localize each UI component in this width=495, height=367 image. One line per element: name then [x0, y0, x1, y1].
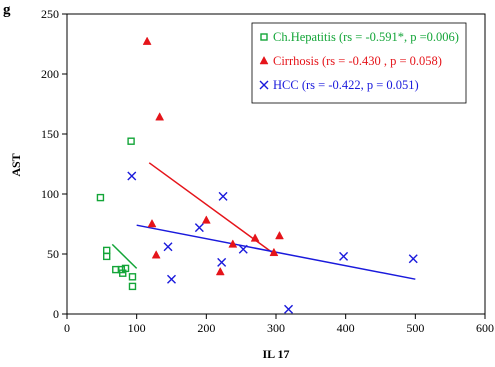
legend-marker [260, 33, 268, 41]
y-tick-label: 0 [53, 307, 59, 321]
data-point-series-2 [238, 244, 248, 254]
legend: Ch.Hepatitis (rs = -0.591*, p =0.006) Cir… [251, 22, 467, 104]
data-point-series-0 [121, 264, 130, 273]
x-tick-label: 300 [267, 321, 285, 335]
data-point-series-2 [163, 242, 173, 252]
legend-label: Cirrhosis (rs = -0.430 , p = 0.058) [273, 54, 442, 68]
data-point-series-0 [128, 282, 137, 291]
chart-title: g [3, 2, 11, 18]
x-axis-label: IL 17 [262, 347, 289, 361]
data-point-series-1 [151, 250, 161, 259]
data-point-series-2 [284, 304, 294, 314]
data-point-series-0 [96, 193, 105, 202]
axes: 0 100 200 300 400 500 600 0 50 100 150 200 250 [41, 7, 494, 335]
legend-label: HCC (rs = -0.422, p = 0.051) [273, 78, 419, 92]
legend-box [251, 22, 467, 104]
x-tick-label: 400 [337, 321, 355, 335]
data-point-series-2 [194, 223, 204, 233]
data-point-series-2 [218, 191, 228, 201]
data-point-series-2 [408, 254, 418, 264]
data-points [96, 36, 418, 314]
y-tick-label: 50 [47, 247, 59, 261]
y-tick-label: 200 [41, 67, 59, 81]
data-point-series-2 [217, 257, 227, 267]
x-tick-label: 200 [197, 321, 215, 335]
x-tick-label: 500 [406, 321, 424, 335]
x-tick-label: 100 [128, 321, 146, 335]
y-tick-label: 250 [41, 7, 59, 21]
data-point-series-2 [339, 251, 349, 261]
trendline [111, 243, 138, 269]
data-point-series-0 [128, 273, 137, 281]
x-tick-label: 0 [64, 321, 70, 335]
legend-marker [259, 80, 269, 90]
data-point-series-1 [215, 266, 225, 276]
y-tick-label: 100 [41, 187, 59, 201]
y-axis-label: AST [9, 153, 23, 176]
data-point-series-1 [155, 112, 165, 121]
x-tick-label: 600 [476, 321, 494, 335]
data-point-series-1 [147, 218, 157, 228]
legend-marker [259, 55, 269, 65]
data-point-series-0 [103, 252, 111, 261]
data-point-series-1 [269, 247, 279, 257]
data-point-series-1 [142, 36, 152, 45]
data-point-series-2 [127, 171, 137, 181]
data-point-series-1 [201, 215, 211, 224]
y-tick-label: 150 [41, 127, 59, 141]
data-point-series-1 [228, 239, 238, 248]
data-point-series-1 [250, 233, 260, 242]
legend-label: Ch.Hepatitis (rs = -0.591*, p =0.006) [273, 30, 459, 44]
data-point-series-1 [275, 230, 284, 240]
data-point-series-0 [127, 137, 135, 145]
data-point-series-2 [167, 274, 176, 284]
